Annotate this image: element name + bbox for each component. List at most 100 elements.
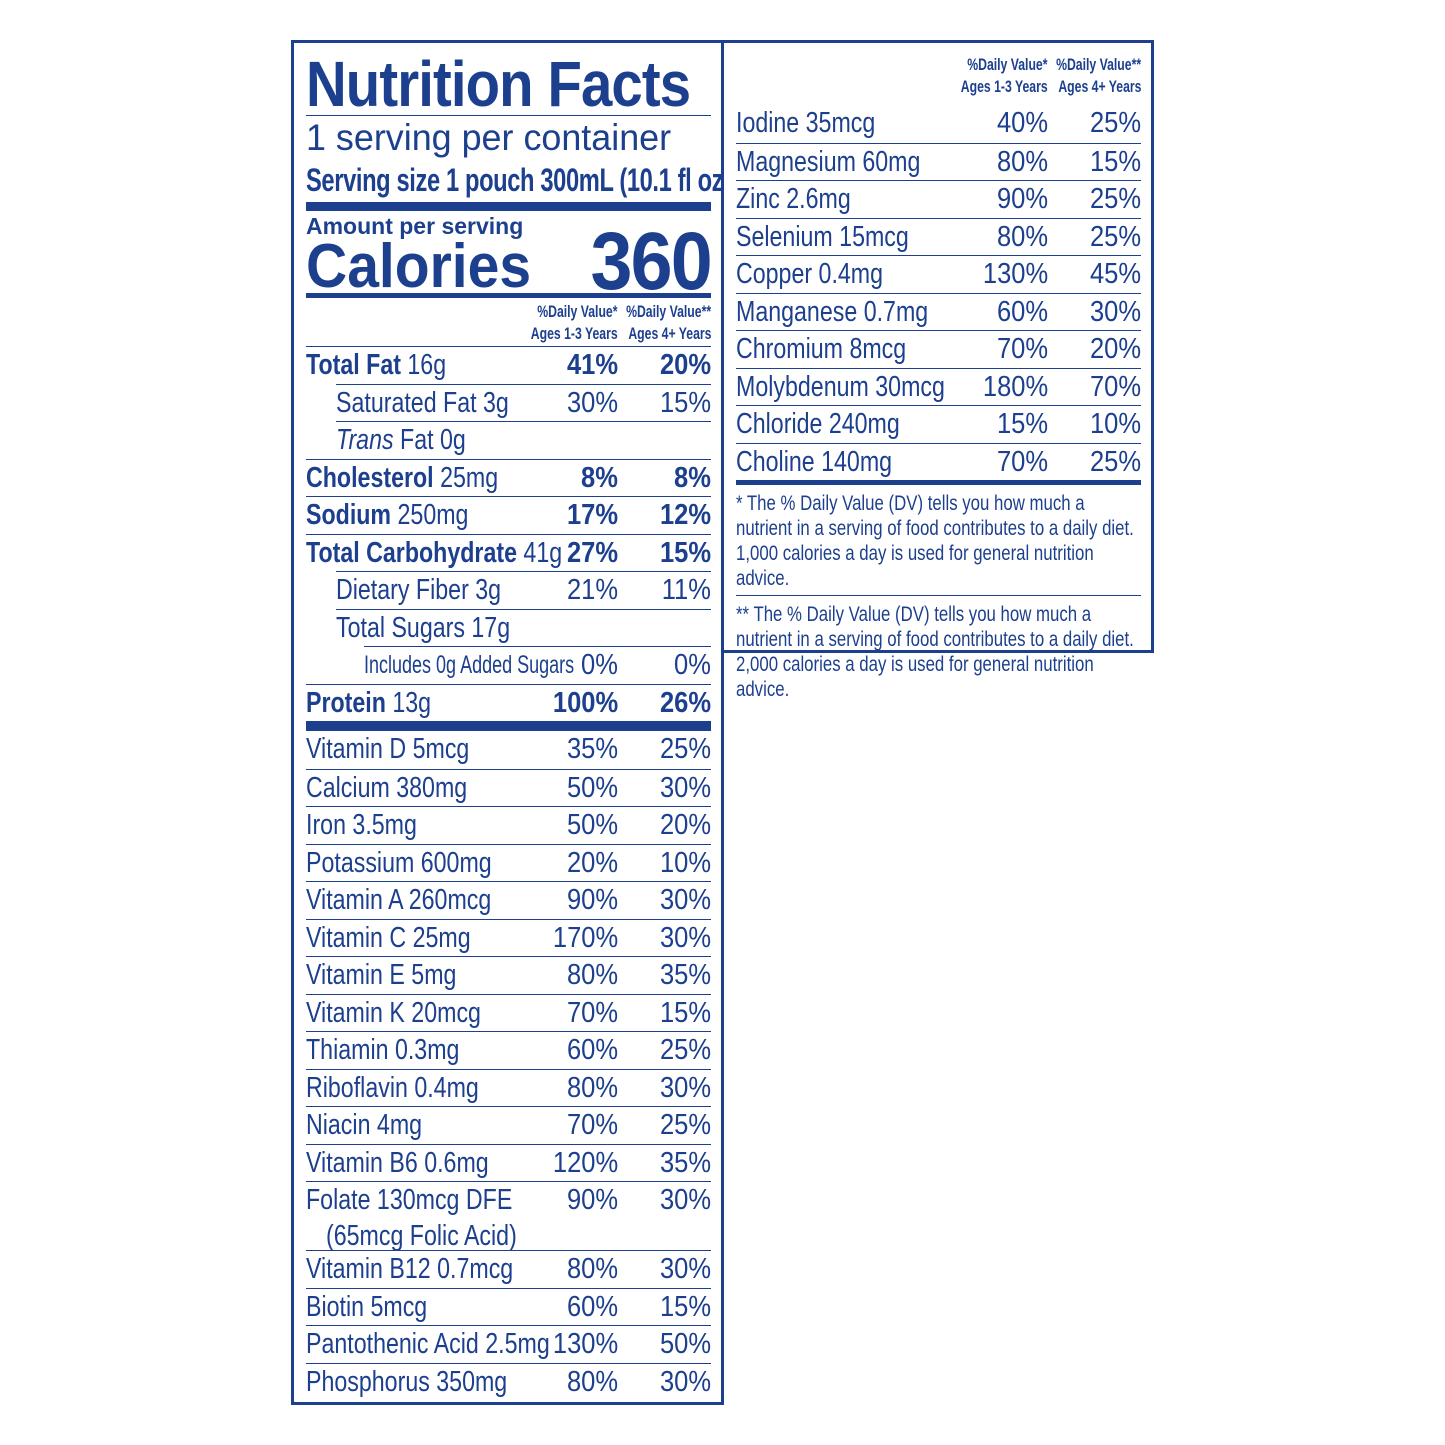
dv-ages-1-3: 35% <box>560 731 618 767</box>
medium-divider <box>306 293 711 298</box>
dv-ages-1-3: 120% <box>544 1145 618 1181</box>
dv-value: 30% <box>659 771 711 804</box>
dv-value: 130% <box>552 1328 618 1360</box>
dv-ages-4-plus: 70% <box>1083 369 1141 405</box>
nutrient-label: Magnesium 60mg <box>736 145 921 178</box>
nutrient-row: Copper 0.4mg 130% 45% <box>736 255 1141 293</box>
dv-value: 70% <box>566 1109 618 1141</box>
dv-ages-1-3: 70% <box>560 1107 618 1143</box>
dv-value: 25% <box>1089 220 1141 253</box>
dv-value: 11% <box>661 574 711 606</box>
dv-value: 27% <box>566 536 618 569</box>
nutrition-facts-title: Nutrition Facts <box>306 48 691 120</box>
dv-value: 21% <box>566 574 618 606</box>
dv-value: 25% <box>659 1109 711 1141</box>
dv-value: 120% <box>552 1146 618 1179</box>
nutrient-label: Molybdenum 30mcg <box>736 370 945 403</box>
dv-ages-1-3: 80% <box>560 957 618 993</box>
dv-ages-4-plus: 20% <box>1083 331 1141 367</box>
nutrient-label: Phosphorus 350mg <box>306 1365 508 1398</box>
dv-ages-4-plus: 15% <box>653 535 711 571</box>
nutrient-name: Sodium 250mg <box>306 497 509 533</box>
nutrient-label-bold: Protein <box>306 686 386 719</box>
dv-value: 35% <box>659 1146 711 1179</box>
nutrient-row: Selenium 15mcg 80% 25% <box>736 217 1141 256</box>
nutrient-row: Vitamin D 5mcg 35% 25% <box>306 731 711 769</box>
nutrient-name: Iron 3.5mg <box>306 807 445 843</box>
nutrient-row: Pantothenic Acid 2.5mg 130% 50% <box>306 1325 711 1363</box>
nutrient-row: Vitamin K 20mcg 70% 15% <box>306 993 711 1032</box>
dv-ages-4-plus: 11% <box>655 572 711 608</box>
nutrient-name: Total Carbohydrate 41g <box>306 535 626 571</box>
dv-ages-4-plus: 15% <box>1083 144 1141 180</box>
dv-value: 25% <box>1089 107 1141 139</box>
dv-value: 15% <box>659 996 711 1029</box>
nutrient-row: Includes 0g Added Sugars 0% 0% <box>364 646 711 684</box>
nutrient-row: Riboflavin 0.4mg 80% 30% <box>306 1068 711 1107</box>
dv-ages-1-3: 50% <box>560 807 618 843</box>
dv-value: 25% <box>659 733 711 765</box>
medium-divider <box>736 480 1141 485</box>
dv-ages-1-3: 80% <box>990 144 1048 180</box>
dv-ages-4-plus: 25% <box>653 731 711 767</box>
thick-divider <box>306 202 711 211</box>
dv-ages-4-plus: 25% <box>1083 181 1141 217</box>
dv-value: 30% <box>659 884 711 916</box>
nutrient-row: Saturated Fat 3g 30% 15% <box>336 383 711 422</box>
micronutrient-rows: Vitamin D 5mcg 35% 25% Calcium 380mg 50% 30% I… <box>306 731 711 1400</box>
dv-ages-4-plus: 35% <box>653 1145 711 1181</box>
nutrient-label-sub: (65mcg Folic Acid) <box>326 1220 517 1252</box>
nutrient-row: Trans Fat 0g <box>336 421 711 459</box>
footnote-ages-4-plus: ** The % Daily Value (DV) tells you how … <box>736 603 1134 701</box>
dv-ages-4-plus: 30% <box>653 1070 711 1106</box>
dv-value: 100% <box>552 686 618 719</box>
dv-value: 10% <box>659 846 711 879</box>
nutrient-name: Cholesterol 25mg <box>306 460 546 496</box>
dv-ages-1-3: 70% <box>560 995 618 1031</box>
nutrient-label: Dietary Fiber 3g <box>336 572 501 608</box>
dv-ages-4-plus: 15% <box>653 385 711 421</box>
nutrient-row: Niacin 4mg 70% 25% <box>306 1106 711 1144</box>
dv-ages-4-plus: 30% <box>653 1251 711 1287</box>
dv-value: 80% <box>566 1253 618 1285</box>
dv-ages-4-plus: 20% <box>653 347 711 383</box>
dv-value: 8% <box>674 461 711 494</box>
dv-ages-1-3: 50% <box>560 770 618 806</box>
nutrient-row: Chloride 240mg 15% 10% <box>736 405 1141 443</box>
calories-label: Calories <box>306 232 532 301</box>
nutrient-label: Zinc 2.6mg <box>736 183 851 215</box>
dv-value: 25% <box>659 1034 711 1066</box>
dv-value: 80% <box>566 1071 618 1104</box>
dv-ages-1-3: 60% <box>560 1032 618 1068</box>
nutrient-name: Vitamin B6 0.6mg <box>306 1145 534 1181</box>
dv-ages-1-3: 27% <box>560 535 618 571</box>
nutrient-name: Iodine 35mcg <box>736 105 910 141</box>
nutrient-row: Chromium 8mcg 70% 20% <box>736 330 1141 368</box>
dv-ages-1-3: 80% <box>560 1070 618 1106</box>
nutrient-label: Sodium 250mg <box>306 497 468 533</box>
dv-value: 90% <box>996 183 1048 215</box>
dv-ages-1-3: 30% <box>560 385 618 421</box>
nutrient-name: Phosphorus 350mg <box>306 1364 558 1400</box>
dv-ages-4-plus: 26% <box>653 685 711 721</box>
nutrient-name: Chromium 8mcg <box>736 331 949 367</box>
dv-ages-4-plus: 25% <box>1083 105 1141 141</box>
dv-ages-1-3: 90% <box>560 1182 618 1218</box>
dv-value: 20% <box>659 349 711 381</box>
nutrient-label: Calcium 380mg <box>306 771 468 804</box>
nutrient-row: Phosphorus 350mg 80% 30% <box>306 1362 711 1401</box>
nutrient-row: Vitamin A 260mcg 90% 30% <box>306 881 711 919</box>
nutrient-label: Riboflavin 0.4mg <box>306 1071 479 1104</box>
nutrient-row: Total Fat 16g 41% 20% <box>306 346 711 384</box>
dv-value: 70% <box>996 445 1048 478</box>
dv-value: 50% <box>659 1328 711 1360</box>
servings-per-container: 1 serving per container <box>306 117 672 158</box>
dv-value: 90% <box>566 1184 618 1216</box>
nutrient-amount: Dietary Fiber 3g <box>336 574 502 606</box>
nutrient-row: Biotin 5mcg 60% 15% <box>306 1287 711 1326</box>
dv-value: 15% <box>1089 145 1141 178</box>
nutrient-amount: 250mg <box>397 499 469 531</box>
dv-value: 0% <box>581 649 618 681</box>
dv-ages-4-plus: 30% <box>653 920 711 956</box>
dv-value: 35% <box>566 733 618 765</box>
